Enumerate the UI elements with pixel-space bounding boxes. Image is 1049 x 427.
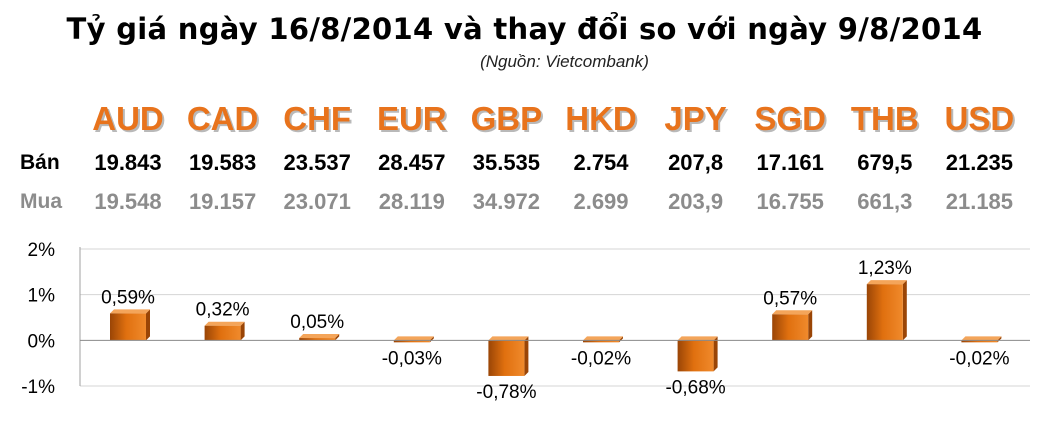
currency-code-gbp: GBP [470,100,543,137]
data-label-eur: -0,03% [382,348,442,369]
buy-rate-gbp: 34.972 [472,189,541,214]
currency-code-jpy: JPY [664,100,727,137]
bar-thb [866,284,903,341]
bar-top [110,309,150,314]
currency-code-eur: EUR [376,100,447,137]
buy-rate-chf: 23.071 [283,189,351,214]
currency-code-chf: CHF [283,100,352,137]
data-label-aud: 0,59% [101,287,155,308]
bar-side [808,310,813,341]
data-label-cad: 0,32% [196,300,250,321]
currency-code-aud: AUD [92,100,164,137]
bar-top [961,336,1002,341]
data-label-jpy: -0,68% [665,377,725,398]
sell-rate-jpy: 207,8 [668,150,724,175]
bar-top [677,336,718,341]
bar-sgd [772,314,809,341]
sell-rate-sgd: 17.161 [756,150,824,175]
data-label-thb: 1,23% [858,258,912,279]
bar-side [524,336,529,376]
sell-rate-eur: 28.457 [378,150,446,175]
buy-row-label: Mua [20,190,62,213]
y-tick-label: 1% [28,286,56,307]
source-note: (Nguồn: Vietcombank) [480,52,649,71]
bar-chf [299,338,336,341]
sell-row-label: Bán [20,151,60,174]
currency-code-usd: USD [944,100,1015,137]
bar-top [866,280,907,285]
data-label-hkd: -0,02% [571,348,631,369]
bar-eur [393,340,430,343]
buy-rate-hkd: 2.699 [573,189,629,214]
bar-top [488,336,529,341]
y-tick-label: -1% [21,377,55,398]
bar-side [146,309,150,341]
chart-title: Tỷ giá ngày 16/8/2014 và thay đổi so với… [66,12,983,46]
bar-top [583,336,623,341]
buy-rate-jpy: 203,9 [668,189,724,214]
bar-hkd [583,340,619,343]
y-tick-label: 2% [28,240,56,261]
sell-rate-usd: 21.235 [945,150,1014,175]
data-label-gbp: -0,78% [476,382,536,403]
bar-side [902,280,907,341]
bar-usd [961,340,998,343]
data-label-usd: -0,02% [949,348,1009,369]
bar-side [240,321,245,341]
sell-rate-hkd: 2.754 [573,150,629,175]
currency-code-sgd: SGD [754,100,826,137]
data-label-sgd: 0,57% [763,288,817,309]
bar-jpy [677,340,714,372]
buy-rate-aud: 19.548 [94,189,162,214]
bar-top [772,310,813,315]
bar-top [204,321,245,326]
bar-side [335,334,340,341]
currency-code-thb: THB [850,100,919,137]
sell-rate-aud: 19.843 [94,150,162,175]
sell-rate-cad: 19.583 [188,150,257,175]
buy-rate-eur: 28.119 [378,189,445,214]
sell-rate-chf: 23.537 [283,150,351,175]
sell-rate-gbp: 35.535 [472,150,541,175]
bar-top [393,336,434,341]
buy-rate-usd: 21.185 [945,189,1014,214]
buy-rate-cad: 19.157 [188,189,257,214]
currency-code-hkd: HKD [565,100,637,137]
currency-code-cad: CAD [186,100,259,137]
bar-side [713,336,718,372]
bar-cad [204,325,241,341]
buy-rate-sgd: 16.755 [756,189,824,214]
bar-top [299,334,340,339]
bar-gbp [488,340,525,376]
exchange-rate-table: Bán Mua AUD 19.843 19.548 CAD 19.583 19.157 CH… [20,100,1015,214]
bar-aud [110,313,146,341]
data-label-chf: 0,05% [290,312,344,333]
sell-rate-thb: 679,5 [857,150,913,175]
y-tick-label: 0% [28,331,56,352]
buy-rate-thb: 661,3 [857,189,913,214]
